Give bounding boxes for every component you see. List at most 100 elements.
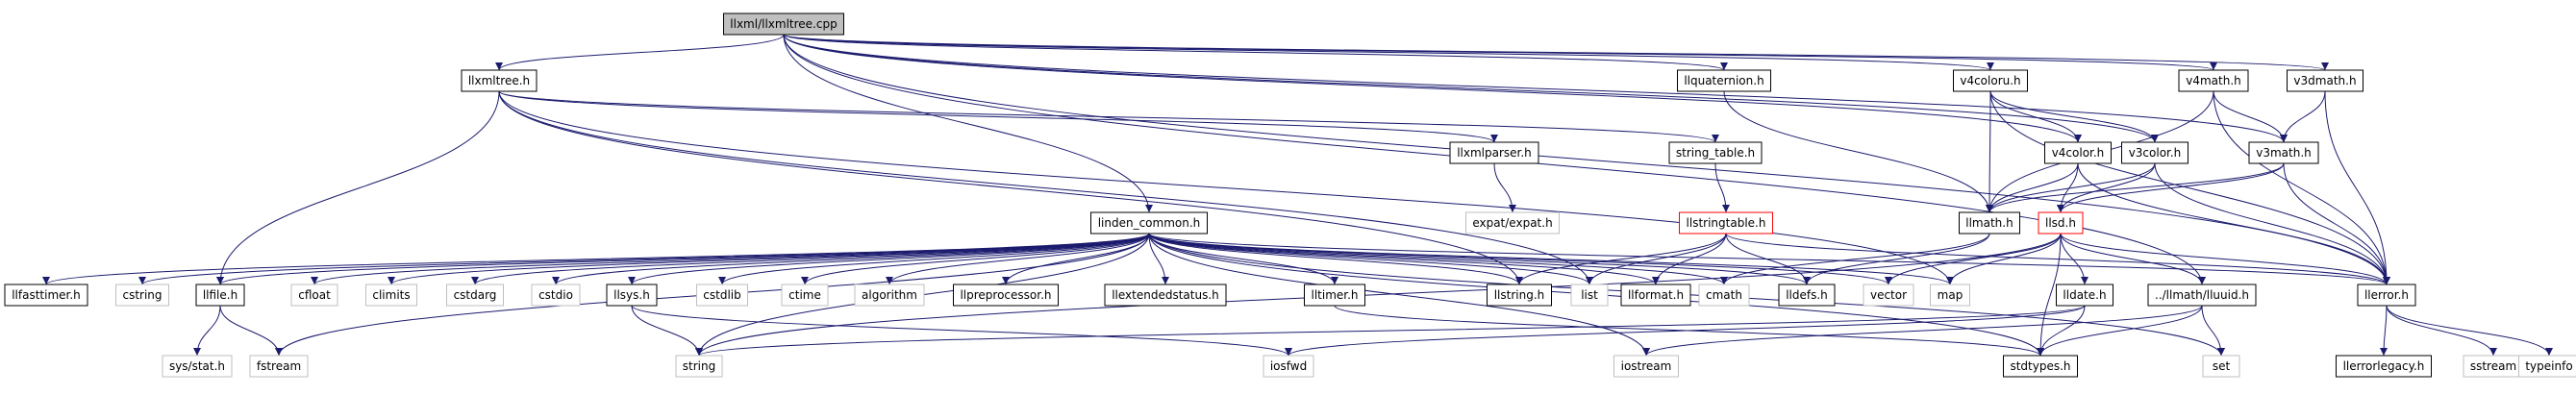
node-v4coloru[interactable]: v4coloru.h (1953, 69, 2028, 92)
node-box (1304, 284, 1365, 307)
node-iostream[interactable]: iostream (1613, 355, 1679, 378)
node-label: llmath.h (1965, 216, 2013, 230)
node-box (1570, 284, 1609, 307)
node-box (1465, 211, 1560, 235)
node-cstdarg[interactable]: cstdarg (446, 284, 504, 307)
node-linden_common[interactable]: linden_common.h (1090, 211, 1208, 235)
node-label: set (2213, 359, 2231, 373)
node-box (446, 284, 504, 307)
node-map[interactable]: map (1930, 284, 1970, 307)
node-box (1679, 211, 1773, 235)
node-label: iostream (1621, 359, 1672, 373)
node-box (1263, 355, 1314, 378)
node-llerror[interactable]: llerror.h (2357, 284, 2416, 307)
node-label: vector (1870, 288, 1907, 302)
node-llfile[interactable]: llfile.h (195, 284, 245, 307)
node-box (290, 284, 338, 307)
node-lluuid[interactable]: ../llmath/lluuid.h (2147, 284, 2257, 307)
node-box (723, 12, 844, 36)
node-box (1620, 284, 1691, 307)
node-cstdio[interactable]: cstdio (531, 284, 581, 307)
edge-root-to-llquaternion (783, 34, 1728, 71)
node-llsd[interactable]: llsd.h (2038, 211, 2084, 235)
node-box (2056, 284, 2113, 307)
node-box (2121, 141, 2188, 164)
node-llfasttimer[interactable]: llfasttimer.h (4, 284, 88, 307)
edge-root-to-llxmltree (495, 34, 785, 71)
node-v3color[interactable]: v3color.h (2121, 141, 2188, 164)
edge-linden_common-to-llsys (628, 233, 1150, 285)
node-box (162, 355, 233, 378)
node-lldate[interactable]: lldate.h (2056, 284, 2113, 307)
node-string_table[interactable]: string_table.h (1668, 141, 1763, 164)
node-stdtypes[interactable]: stdtypes.h (2003, 355, 2078, 378)
node-label: llstring.h (1494, 288, 1545, 302)
node-llmath[interactable]: llmath.h (1959, 211, 2020, 235)
edge-v4color-to-llmath (1986, 162, 2079, 213)
node-llstring[interactable]: llstring.h (1487, 284, 1552, 307)
node-iosfwd[interactable]: iosfwd (1263, 355, 1314, 378)
node-box (195, 284, 245, 307)
node-lltimer[interactable]: lltimer.h (1304, 284, 1365, 307)
edge-linden_common-to-llstring (1148, 233, 1523, 285)
node-expat[interactable]: expat/expat.h (1465, 211, 1560, 235)
node-cstdlib[interactable]: cstdlib (696, 284, 748, 307)
node-vector[interactable]: vector (1863, 284, 1914, 307)
node-v4color[interactable]: v4color.h (2044, 141, 2112, 164)
node-llxmlparser[interactable]: llxmlparser.h (1449, 141, 1539, 164)
node-box (1104, 284, 1227, 307)
node-cfloat[interactable]: cfloat (290, 284, 338, 307)
node-llsys[interactable]: llsys.h (606, 284, 658, 307)
node-llformat[interactable]: llformat.h (1620, 284, 1691, 307)
node-typeinfo[interactable]: typeinfo (2518, 355, 2576, 378)
node-fstream[interactable]: fstream (249, 355, 309, 378)
node-llerrorlegacy[interactable]: llerrorlegacy.h (2336, 355, 2432, 378)
edge-root-to-v4color (783, 34, 2082, 143)
edge-v4coloru-to-llmath (1986, 90, 1994, 213)
node-label: v3math.h (2256, 146, 2312, 160)
node-label: llsd.h (2045, 216, 2076, 230)
node-box (531, 284, 581, 307)
node-label: llerror.h (2364, 288, 2409, 302)
edge-lluuid-to-iostream (1642, 305, 2203, 357)
node-llquaternion[interactable]: llquaternion.h (1677, 69, 1771, 92)
node-set[interactable]: set (2202, 355, 2240, 378)
node-root[interactable]: llxml/llxmltree.cpp (723, 12, 844, 36)
node-llpreprocessor[interactable]: llpreprocessor.h (953, 284, 1059, 307)
node-list[interactable]: list (1570, 284, 1609, 307)
edge-linden_common-to-cstdio (552, 233, 1150, 285)
edge-v3math-to-llerror (2283, 162, 2390, 285)
node-algorithm[interactable]: algorithm (854, 284, 925, 307)
node-llstringtable[interactable]: llstringtable.h (1679, 211, 1773, 235)
node-label: v4math.h (2186, 74, 2241, 87)
node-cmath[interactable]: cmath (1698, 284, 1750, 307)
edge-linden_common-to-algorithm (886, 233, 1150, 285)
node-llxmltree[interactable]: llxmltree.h (461, 69, 538, 92)
node-box (4, 284, 88, 307)
edge-llsys-to-string (631, 305, 703, 357)
node-v4math[interactable]: v4math.h (2178, 69, 2249, 92)
node-string[interactable]: string (675, 355, 723, 378)
node-v3dmath[interactable]: v3dmath.h (2287, 69, 2363, 92)
edge-linden_common-to-cstring (138, 233, 1150, 285)
node-sstream[interactable]: sstream (2463, 355, 2524, 378)
node-llextendedstatus[interactable]: llextendedstatus.h (1104, 284, 1227, 307)
edge-llmath-to-cmath (1720, 233, 1990, 285)
edge-v4color-to-llerror (2077, 162, 2390, 285)
edge-linden_common-to-llerror (1148, 233, 2390, 285)
node-box (1698, 284, 1750, 307)
node-v3math[interactable]: v3math.h (2248, 141, 2319, 164)
node-ctime[interactable]: ctime (781, 284, 829, 307)
node-box (953, 284, 1059, 307)
node-cstring[interactable]: cstring (115, 284, 169, 307)
node-sysstat[interactable]: sys/stat.h (162, 355, 233, 378)
node-label: map (1938, 288, 1963, 302)
node-label: v4color.h (2052, 146, 2105, 160)
edge-llsd-to-stdtypes (2037, 233, 2062, 357)
node-box (115, 284, 169, 307)
node-climits[interactable]: climits (365, 284, 417, 307)
edge-llxmltree-to-string_table (498, 90, 1719, 143)
node-label: v3color.h (2129, 146, 2182, 160)
node-lldefs[interactable]: lldefs.h (1778, 284, 1836, 307)
